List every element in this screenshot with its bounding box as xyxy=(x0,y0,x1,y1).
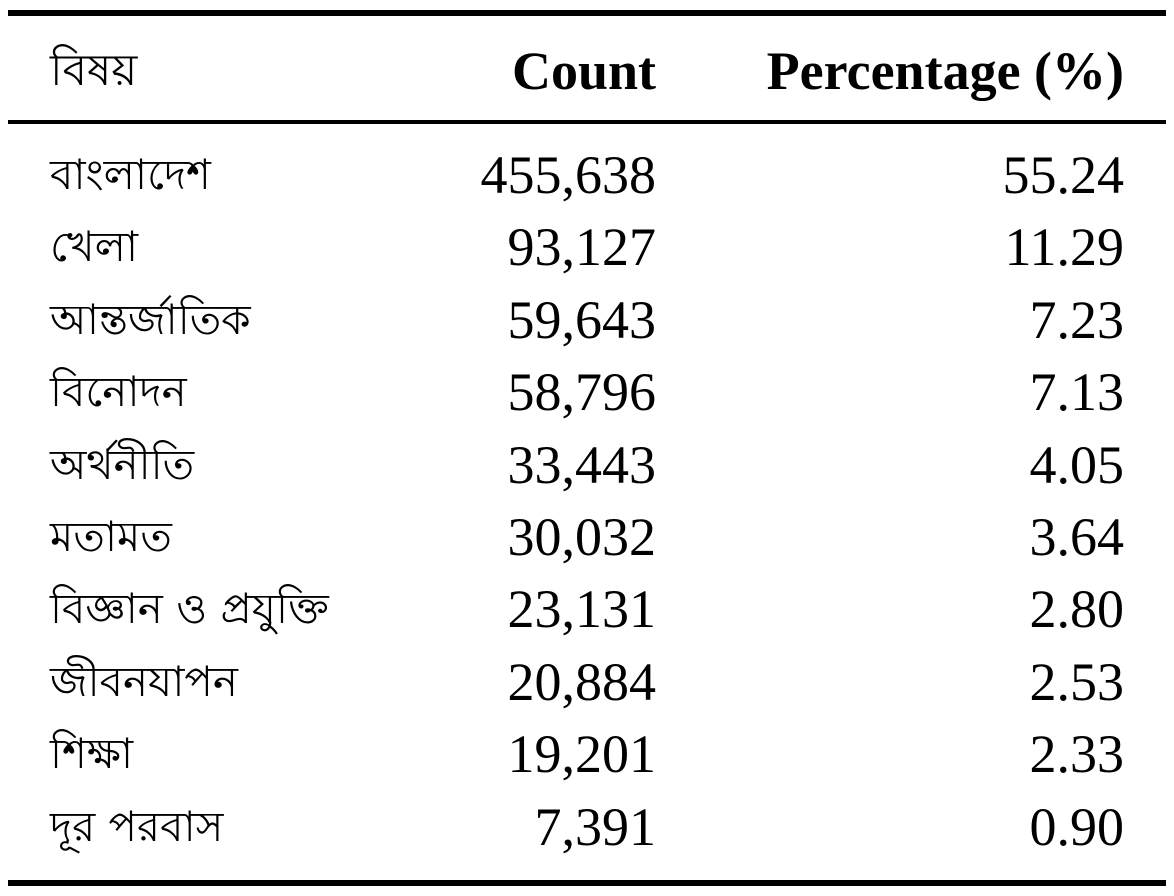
table-row: খেলা 93,127 11.29 xyxy=(0,212,1174,284)
row-percentage: 7.23 xyxy=(1029,289,1125,350)
table-row: বাংলাদেশ 455,638 55.24 xyxy=(0,140,1174,212)
table-bottom-rule xyxy=(8,880,1166,886)
table-row: শিক্ষা 19,201 2.33 xyxy=(0,719,1174,791)
table-row: বিনোদন 58,796 7.13 xyxy=(0,357,1174,429)
header-count: Count xyxy=(511,41,656,101)
row-count: 59,643 xyxy=(507,289,657,350)
table-header: বিষয় Count Percentage (%) xyxy=(0,36,1174,106)
header-subject: বিষয় xyxy=(50,45,138,96)
row-count: 23,131 xyxy=(507,579,657,640)
row-subject: বাংলাদেশ xyxy=(50,150,211,199)
row-percentage: 0.90 xyxy=(1029,796,1125,857)
row-count: 20,884 xyxy=(507,651,657,712)
table-body: বাংলাদেশ 455,638 55.24 খেলা 93,127 11.29… xyxy=(0,140,1174,864)
row-subject: জীবনযাপন xyxy=(50,656,238,706)
header-percentage: Percentage (%) xyxy=(766,41,1124,101)
table-row: বিজ্ঞান ও প্রযুক্তি 23,131 2.80 xyxy=(0,574,1174,646)
row-percentage: 3.64 xyxy=(1029,506,1125,567)
row-count: 33,443 xyxy=(507,434,657,495)
row-count: 93,127 xyxy=(507,217,657,278)
row-subject: অর্থনীতি xyxy=(50,439,195,489)
row-subject: আন্তর্জাতিক xyxy=(50,294,251,344)
table-row: মতামত 30,032 3.64 xyxy=(0,502,1174,574)
row-subject: শিক্ষা xyxy=(50,729,134,779)
table-row: জীবনযাপন 20,884 2.53 xyxy=(0,647,1174,719)
table-row: অর্থনীতি 33,443 4.05 xyxy=(0,430,1174,502)
row-percentage: 7.13 xyxy=(1029,362,1125,423)
row-count: 7,391 xyxy=(534,796,657,857)
row-percentage: 2.33 xyxy=(1029,724,1125,785)
row-subject: বিজ্ঞান ও প্রযুক্তি xyxy=(50,584,329,634)
row-subject: খেলা xyxy=(50,222,139,272)
table-header-rule xyxy=(8,120,1166,124)
row-count: 30,032 xyxy=(507,506,657,567)
row-subject: মতামত xyxy=(50,511,172,561)
row-subject: দূর পরবাস xyxy=(50,801,224,851)
row-percentage: 2.53 xyxy=(1029,651,1125,712)
table-row: আন্তর্জাতিক 59,643 7.23 xyxy=(0,285,1174,357)
row-percentage: 4.05 xyxy=(1029,434,1125,495)
row-count: 19,201 xyxy=(507,724,657,785)
row-count: 455,638 xyxy=(480,145,657,205)
row-percentage: 2.80 xyxy=(1029,579,1125,640)
row-percentage: 11.29 xyxy=(1004,217,1125,278)
row-percentage: 55.24 xyxy=(1002,145,1125,205)
table-top-rule xyxy=(8,10,1166,16)
row-subject: বিনোদন xyxy=(50,367,187,417)
table-row: দূর পরবাস 7,391 0.90 xyxy=(0,792,1174,864)
row-count: 58,796 xyxy=(507,362,657,423)
